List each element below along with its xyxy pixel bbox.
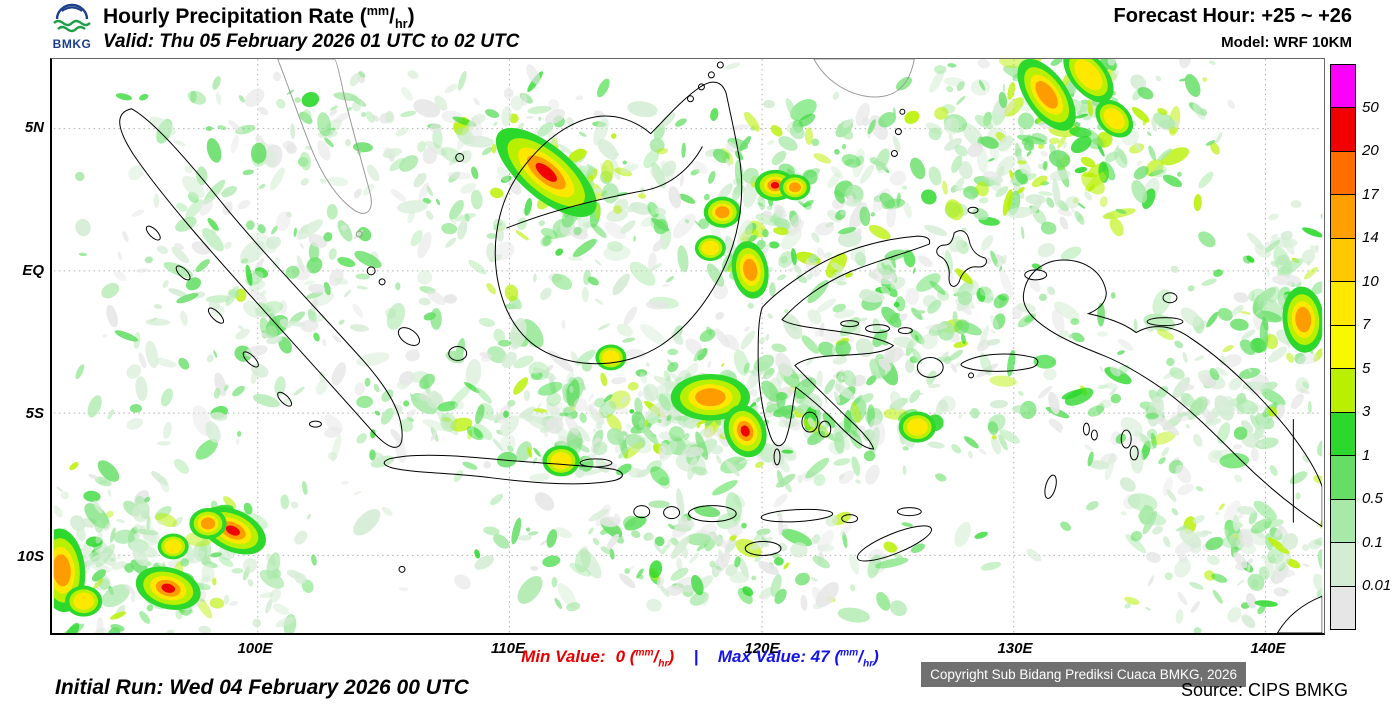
min-group: Min Value: 0 (mm/hr) [521,647,675,670]
bmkg-logo-text: BMKG [52,37,92,51]
coastline-borneo [494,81,743,365]
legend-label: 0.01 [1362,577,1392,595]
legend-segment [1331,325,1355,370]
coastline-australia [1276,595,1323,633]
legend-label: 17 [1362,185,1379,203]
precipitation-layer [53,59,1323,633]
border-kalimantan [506,146,703,229]
lon-label-110e: 110E [491,640,525,657]
copyright-overlay: Copyright Sub Bidang Prediksi Cuaca BMKG… [921,662,1246,687]
bmkg-logo: BMKG [44,2,100,51]
legend-segment [1331,282,1355,326]
lat-label-5n: 5N [24,119,44,136]
coastline-java [383,454,623,485]
coastlines [119,59,1323,633]
legend-segment [1331,412,1355,457]
min-value: 0 [615,647,626,666]
coastline-halmahera [936,230,987,287]
legend-segment [1331,195,1355,239]
map-canvas [53,59,1323,633]
min-label: Min Value: [521,647,606,666]
min-max-stats: Min Value: 0 (mm/hr) | Max Value: 47 (mm/… [0,647,1400,669]
lon-label-130e: 130E [997,640,1033,657]
forecast-hour: Forecast Hour: +25 ~ +26 [1113,5,1352,27]
legend-label: 0.1 [1362,533,1383,551]
legend-label: 20 [1362,142,1379,160]
coastline-sulawesi [757,235,931,450]
max-value: 47 [810,647,830,666]
model-name: Model: WRF 10KM [1221,34,1352,51]
coastline-mindanao [813,59,915,98]
lat-label-10s: 10S [17,548,44,565]
color-scale-legend [1330,64,1356,630]
valid-time: Valid: Thu 05 February 2026 01 UTC to 02… [103,31,520,52]
max-units: (mm/hr) [834,647,879,670]
coastline-seram [960,353,1039,372]
legend-segment [1331,369,1355,413]
legend-segment [1331,456,1355,500]
coastline-malay-peninsula [277,59,372,214]
legend-label: 7 [1362,316,1371,334]
legend-label: 0.5 [1362,490,1383,508]
legend-label: 10 [1362,272,1379,290]
legend-segment [1331,238,1355,283]
coastline-timor [856,525,933,562]
legend-segment [1331,499,1355,544]
stats-separator: | [693,647,699,666]
legend-segment [1331,543,1355,587]
bmkg-logo-icon [53,3,91,33]
page-title: Hourly Precipitation Rate (mm/hr) [103,4,415,32]
source: Source: CIPS BMKG [1180,680,1348,700]
legend-label: 5 [1362,359,1371,377]
max-label: Max Value: [717,647,807,666]
lat-label-eq: EQ [22,262,44,279]
legend-segment [1331,65,1355,109]
legend-label: 3 [1362,403,1371,421]
legend-segment [1331,586,1355,630]
coastline-sumatra [119,108,403,448]
max-group: Max Value: 47 (mm/hr) [717,647,879,670]
initial-run: Initial Run: Wed 04 February 2026 00 UTC [55,676,469,699]
lon-label-120e: 120E [744,640,780,657]
lon-label-140e: 140E [1250,640,1286,657]
lon-label-100e: 100E [237,640,273,657]
lat-label-5s: 5S [25,405,44,422]
min-units: (mm/hr) [629,647,675,670]
title-units: (mm/hr) [359,4,415,32]
legend-segment [1331,108,1355,152]
map-frame: Copyright Sub Bidang Prediksi Cuaca BMKG… [50,58,1325,687]
legend-label: 1 [1362,446,1371,464]
legend-label: 14 [1362,229,1379,247]
legend-label: 50 [1362,98,1379,116]
legend-segment [1331,151,1355,196]
